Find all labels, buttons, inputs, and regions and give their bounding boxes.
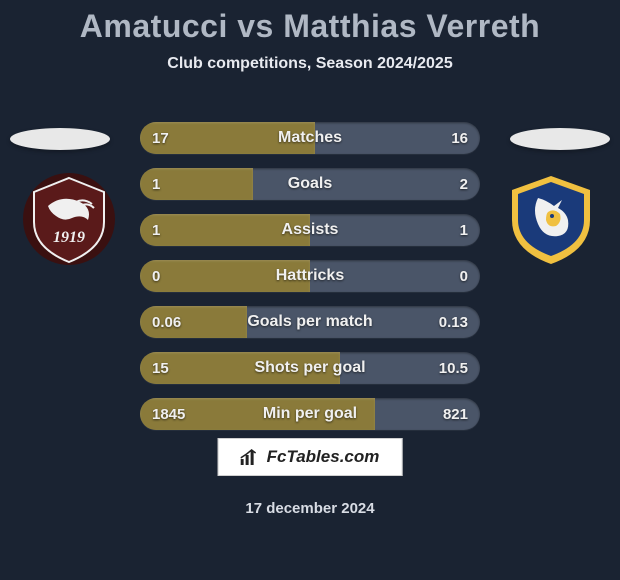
stat-row: 1845Min per goal821 [140,398,480,430]
stats-bars: 17Matches16 1Goals2 1Assists1 0Hattricks0 0.… [140,122,480,444]
stat-value-left: 17 [152,122,169,154]
stat-value-right: 0.13 [439,306,468,338]
page-title: Amatucci vs Matthias Verreth [0,0,620,45]
source-attribution: FcTables.com [218,438,403,476]
stat-value-left: 0.06 [152,306,181,338]
subtitle: Club competitions, Season 2024/2025 [0,55,620,73]
chart-icon [241,449,261,465]
stat-row: 1Assists1 [140,214,480,246]
stat-row: 15Shots per goal10.5 [140,352,480,384]
stat-value-right: 0 [460,260,468,292]
stat-fill-left [140,260,310,292]
stat-value-left: 1845 [152,398,185,430]
stat-row: 17Matches16 [140,122,480,154]
player-plate-right [510,128,610,150]
salernitana-crest-icon: 1919 [22,172,116,266]
brescia-crest-icon [504,172,598,266]
stat-row: 1Goals2 [140,168,480,200]
stat-fill-left [140,352,340,384]
club-badge-right [504,172,598,266]
stat-value-left: 0 [152,260,160,292]
stat-value-right: 1 [460,214,468,246]
stat-value-right: 10.5 [439,352,468,384]
stat-value-left: 15 [152,352,169,384]
svg-text:1919: 1919 [53,229,85,246]
stat-value-left: 1 [152,214,160,246]
player-plate-left [10,128,110,150]
stat-row: 0Hattricks0 [140,260,480,292]
source-text: FcTables.com [267,447,380,467]
stat-value-left: 1 [152,168,160,200]
stat-row: 0.06Goals per match0.13 [140,306,480,338]
club-badge-left: 1919 [22,172,116,266]
stat-fill-left [140,214,310,246]
content-root: Amatucci vs Matthias Verreth Club compet… [0,0,620,580]
stat-value-right: 821 [443,398,468,430]
date-text: 17 december 2024 [0,500,620,517]
stat-value-right: 16 [451,122,468,154]
stat-value-right: 2 [460,168,468,200]
